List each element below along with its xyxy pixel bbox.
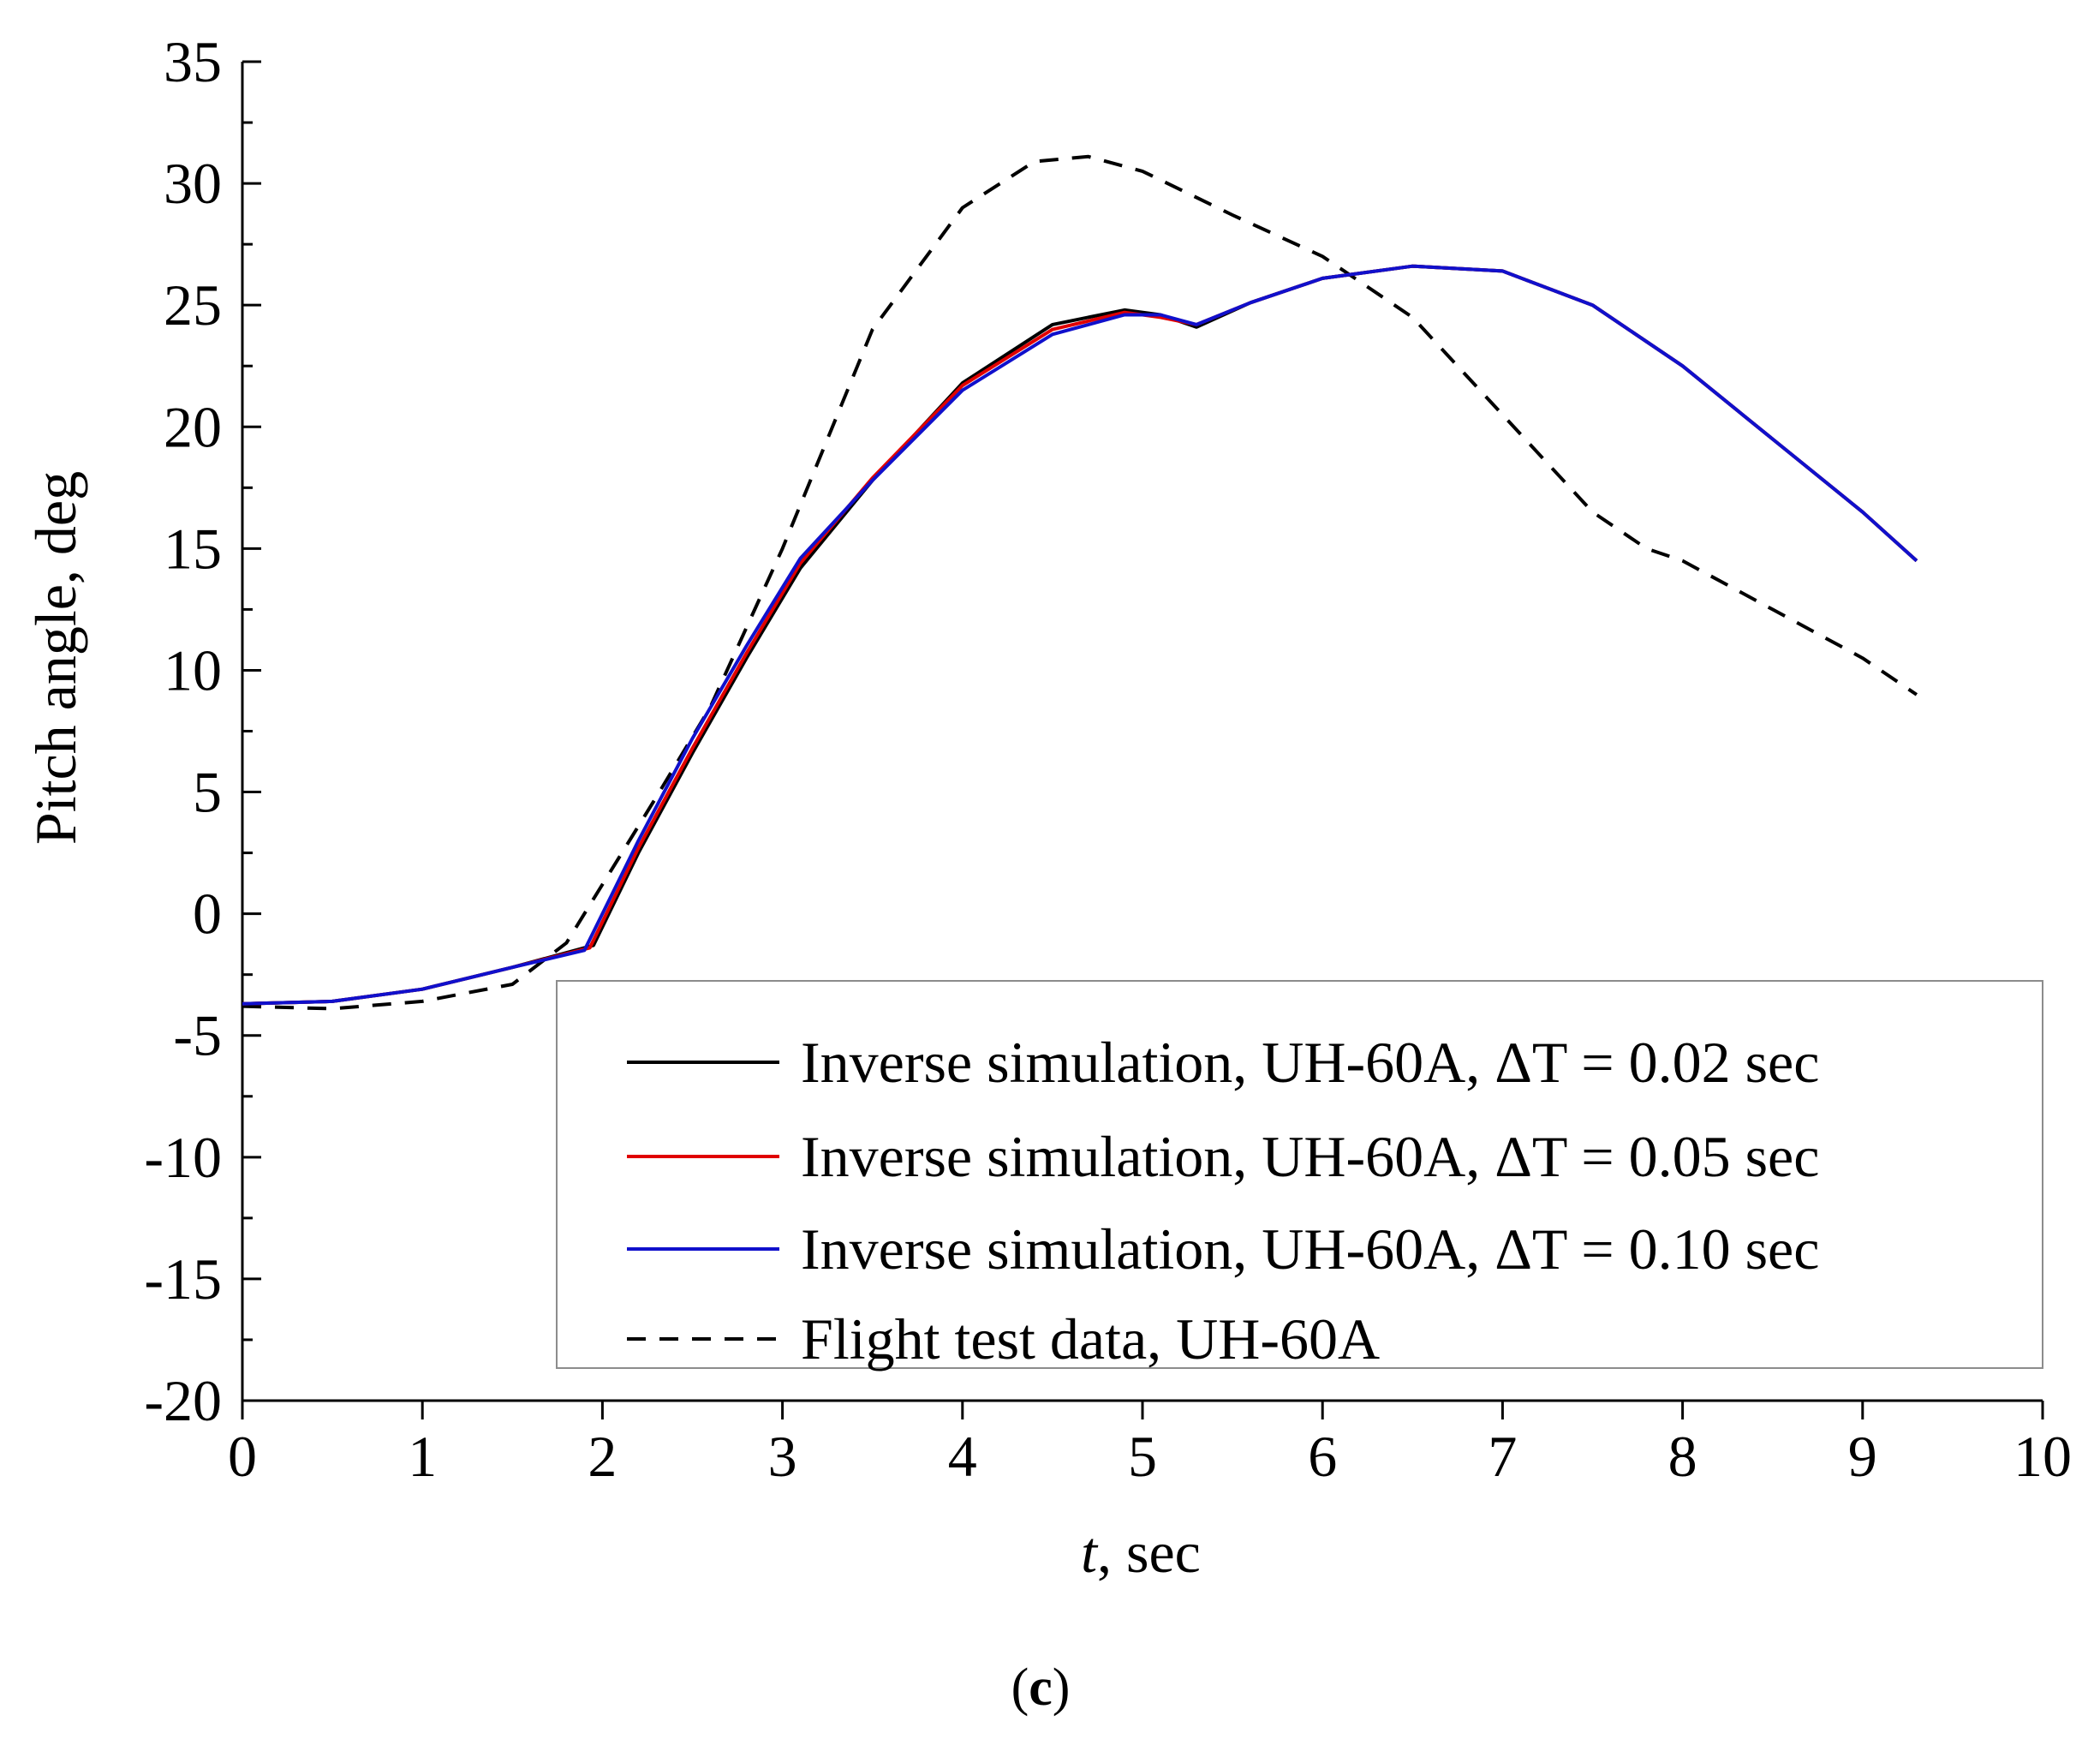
x-tick-label: 9 <box>1848 1424 1877 1489</box>
figure-caption: (c) <box>1011 1658 1071 1717</box>
series-line-2 <box>242 264 1918 1006</box>
y-tick-label: -5 <box>173 1003 222 1068</box>
y-tick-label: 20 <box>164 394 222 459</box>
x-tick-label: 8 <box>1668 1424 1697 1489</box>
y-tick-label: 5 <box>193 760 222 825</box>
legend-label-2: Inverse simulation, UH-60A, ΔT = 0.05 se… <box>801 1124 1819 1189</box>
plot-series <box>242 154 1918 1011</box>
legend-label-3: Inverse simulation, UH-60A, ΔT = 0.10 se… <box>801 1216 1819 1282</box>
x-tick-label: 7 <box>1488 1424 1517 1489</box>
y-tick-label: 0 <box>193 881 222 947</box>
y-tick-label: 10 <box>164 637 222 702</box>
y-axis-label: Pitch angle, deg <box>23 471 88 845</box>
x-tick-label: 2 <box>588 1424 617 1489</box>
legend-box <box>556 980 2043 1369</box>
x-axis-label-unit: , sec <box>1097 1520 1201 1585</box>
legend-label-1: Inverse simulation, UH-60A, ΔT = 0.02 se… <box>801 1030 1819 1095</box>
y-tick-label: 30 <box>164 151 222 216</box>
x-axis-label-variable: t <box>1081 1520 1099 1585</box>
legend-label-4: Flight test data, UH-60A <box>801 1306 1380 1371</box>
y-tick-label: -15 <box>144 1246 222 1312</box>
legend: Inverse simulation, UH-60A, ΔT = 0.02 se… <box>556 980 2043 1371</box>
axes: -20 -15 -10 -5 0 5 10 15 20 25 30 35 0 1 2 3 4 5 6 7 8 9 10 <box>144 29 2072 1489</box>
x-tick-label: 4 <box>948 1424 977 1489</box>
x-tick-label: 10 <box>2013 1424 2072 1489</box>
x-tick-label: 5 <box>1128 1424 1157 1489</box>
y-tick-label: 15 <box>164 516 222 581</box>
x-tick-label: 0 <box>228 1424 257 1489</box>
y-tick-label: -10 <box>144 1125 222 1190</box>
y-tick-label: 25 <box>164 272 222 338</box>
x-axis-label: t, sec <box>1081 1520 1201 1585</box>
series-line-1 <box>242 264 1918 1006</box>
y-tick-label: 35 <box>164 29 222 94</box>
x-tick-label: 6 <box>1308 1424 1337 1489</box>
series-line-4 <box>242 154 1918 1011</box>
y-tick-label: -20 <box>144 1368 222 1433</box>
x-tick-label: 3 <box>768 1424 797 1489</box>
x-tick-label: 1 <box>408 1424 437 1489</box>
series-line-3 <box>242 264 1918 1006</box>
